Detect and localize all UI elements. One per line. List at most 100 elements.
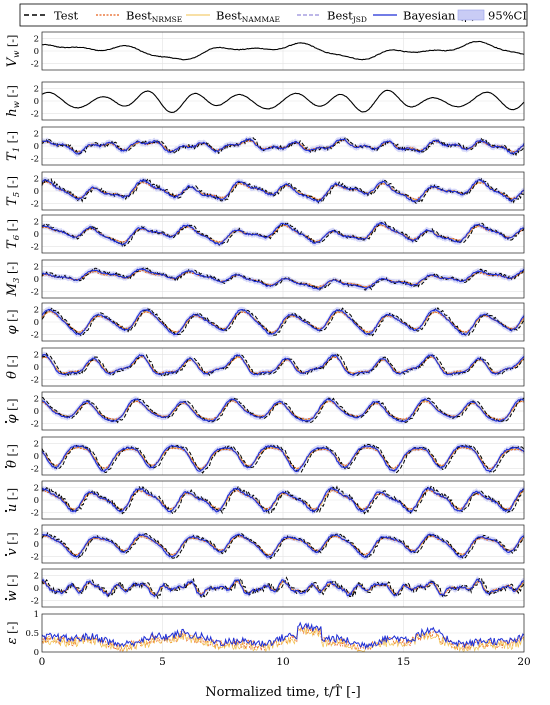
y-tick-label: -2 bbox=[31, 155, 39, 165]
series-test bbox=[41, 306, 525, 337]
panel-4: 2 0 -2 T6 [-] bbox=[5, 214, 525, 254]
axes-frame bbox=[41, 126, 525, 166]
y-tick-label: 2 bbox=[34, 527, 39, 537]
y-tick-label: -2 bbox=[31, 509, 39, 519]
y-axis-label: ε [-] bbox=[5, 622, 20, 645]
axes-frame bbox=[41, 568, 525, 608]
y-axis-label: Vw [-] bbox=[5, 35, 22, 67]
y-tick-label: 0 bbox=[34, 648, 39, 658]
legend-label-ci: 95%CI bbox=[488, 9, 527, 23]
y-axis-label: T5 [-] bbox=[5, 176, 22, 206]
y-tick-label: 2 bbox=[34, 571, 39, 581]
band-ci bbox=[42, 136, 524, 157]
band-ci bbox=[42, 576, 524, 600]
y-tick-label: 2 bbox=[34, 483, 39, 493]
y-tick-label: -2 bbox=[31, 288, 39, 298]
y-tick-label: 2 bbox=[34, 394, 39, 404]
y-tick-label: 0 bbox=[34, 142, 39, 152]
y-tick-label: 2 bbox=[34, 350, 39, 360]
y-axis-label: T6 [-] bbox=[5, 219, 22, 249]
y-tick-label: 1 bbox=[34, 610, 39, 620]
axes-frame bbox=[41, 214, 525, 254]
y-tick-label: 0 bbox=[34, 230, 39, 240]
series-bayes bbox=[41, 178, 525, 203]
y-tick-label: 2 bbox=[34, 439, 39, 449]
y-axis-label: M3 [-] bbox=[5, 262, 22, 298]
x-tick-label: 5 bbox=[159, 656, 166, 668]
y-tick-label: 0 bbox=[34, 540, 39, 550]
series-nrmse bbox=[41, 489, 525, 511]
overdot-mark bbox=[4, 465, 8, 469]
panel-13: 1 0.5 0 ε [-] bbox=[5, 610, 525, 658]
y-axis-label: θ [-] bbox=[5, 355, 20, 379]
y-tick-label: -2 bbox=[31, 331, 39, 341]
y-axis-label: v [-] bbox=[5, 532, 20, 555]
panel-2: 2 0 -2 T1 [-] bbox=[5, 126, 525, 166]
axes-frame bbox=[41, 31, 525, 71]
series-test bbox=[41, 443, 525, 474]
y-tick-label: 0.5 bbox=[25, 629, 39, 639]
y-tick-label: 2 bbox=[34, 262, 39, 272]
panels: 2 0 -2 Vw [-] 2 0 -2 hw [-] 2 0 -2 T1 [-] 2 0 -2 T5 [-]… bbox=[4, 31, 525, 658]
panel-10: 2 0 -2 u [-] bbox=[4, 480, 525, 520]
y-tick-label: 0 bbox=[34, 363, 39, 373]
y-tick-label: 2 bbox=[34, 217, 39, 227]
series-bayes bbox=[41, 267, 525, 290]
panel-6: 2 0 -2 φ [-] bbox=[5, 302, 525, 342]
y-tick-label: -2 bbox=[31, 200, 39, 210]
y-tick-label: 0 bbox=[34, 97, 39, 107]
y-tick-label: 0 bbox=[34, 584, 39, 594]
series-bayes bbox=[41, 486, 525, 513]
series-bayes bbox=[41, 578, 525, 598]
x-tick-label: 15 bbox=[397, 656, 410, 668]
series-test bbox=[41, 576, 525, 600]
legend-swatch-ci bbox=[457, 9, 485, 21]
panel-1: 2 0 -2 hw [-] bbox=[5, 81, 525, 121]
axes-frame bbox=[41, 259, 525, 299]
y-tick-label: -2 bbox=[31, 243, 39, 253]
series-bayes bbox=[41, 444, 525, 473]
y-tick-label: -2 bbox=[31, 553, 39, 563]
y-axis-label: w [-] bbox=[5, 575, 20, 602]
legend: Test BestNRMSE BestNAMMAE BestJSD Bayesian (… bbox=[19, 3, 528, 27]
panel-5: 2 0 -2 M3 [-] bbox=[5, 259, 525, 299]
series-test bbox=[41, 177, 525, 204]
legend-box bbox=[19, 3, 528, 27]
y-tick-label: 2 bbox=[34, 174, 39, 184]
y-tick-label: 0 bbox=[34, 318, 39, 328]
series-bayes bbox=[41, 308, 525, 336]
axes-frame bbox=[41, 436, 525, 476]
legend-label-bayes: Bayesian (μ) bbox=[403, 9, 476, 23]
y-tick-label: 0 bbox=[34, 452, 39, 462]
y-tick-label: -2 bbox=[31, 60, 39, 70]
y-tick-label: -2 bbox=[31, 110, 39, 120]
panel-0: 2 0 -2 Vw [-] bbox=[5, 31, 525, 71]
panel-12: 2 0 -2 w [-] bbox=[4, 568, 525, 608]
axes-frame bbox=[41, 613, 525, 653]
y-tick-label: 0 bbox=[34, 407, 39, 417]
y-tick-label: 2 bbox=[34, 84, 39, 94]
overdot-mark bbox=[4, 420, 8, 424]
series-test bbox=[41, 89, 525, 113]
axes-frame bbox=[41, 480, 525, 520]
series-bayes bbox=[41, 353, 525, 376]
y-axis-label: θ [-] bbox=[5, 444, 20, 468]
y-tick-label: -2 bbox=[31, 465, 39, 475]
series-test bbox=[41, 352, 525, 377]
y-tick-label: -2 bbox=[31, 597, 39, 607]
y-tick-label: 2 bbox=[34, 34, 39, 44]
series-test bbox=[41, 485, 524, 515]
series-bayes bbox=[41, 621, 525, 650]
series-nammae bbox=[41, 626, 525, 653]
y-axis-label: φ [-] bbox=[5, 399, 20, 424]
series-test bbox=[41, 396, 525, 424]
y-tick-label: 0 bbox=[34, 275, 39, 285]
panel-11: 2 0 -2 v [-] bbox=[4, 524, 525, 564]
x-axis-label: Normalized time, t/T̂ [-] bbox=[205, 684, 360, 700]
y-tick-label: -2 bbox=[31, 376, 39, 386]
axes-frame bbox=[41, 347, 525, 387]
y-tick-label: 0 bbox=[34, 496, 39, 506]
y-tick-label: -2 bbox=[31, 420, 39, 430]
axes-frame bbox=[41, 391, 525, 431]
